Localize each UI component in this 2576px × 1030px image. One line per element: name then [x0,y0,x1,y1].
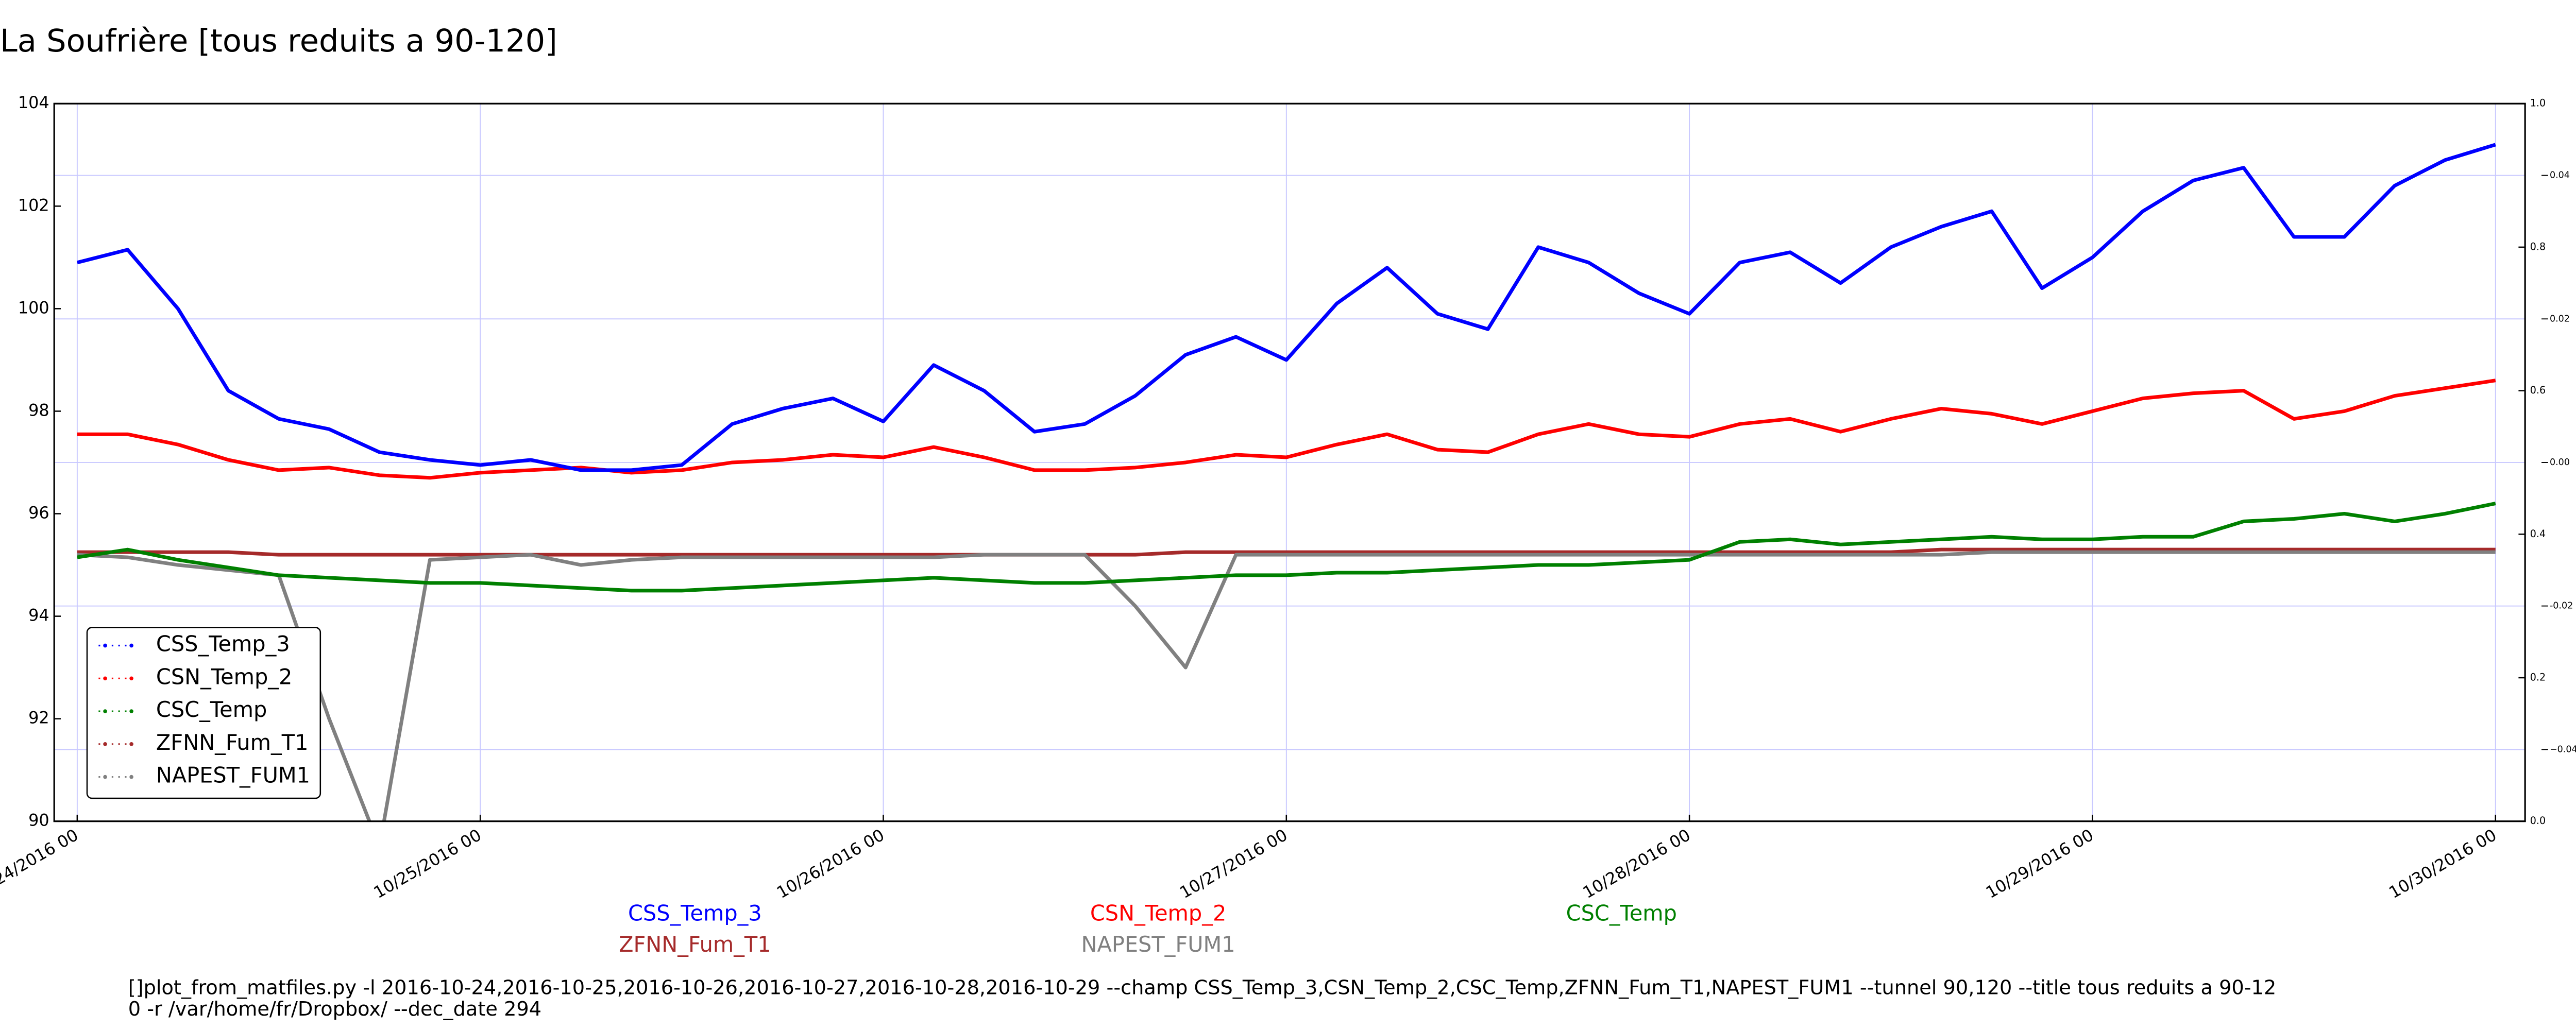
x-tick-label: 10/29/2016 00 [1982,825,2097,902]
legend-label: ZFNN_Fum_T1 [156,730,309,755]
series-label: CSN_Temp_2 [1090,901,1226,925]
legend-marker [103,775,107,779]
y2-tick-label: 1.0 [2530,97,2546,109]
y2-tick-label: 0.0 [2530,815,2546,827]
y3-tick-label: 0.00 [2550,457,2570,468]
series-line [77,547,2496,557]
y2-tick-label: 0.2 [2530,672,2546,683]
plot-frame [53,102,2526,822]
grid [54,104,2526,821]
x-tick-label: 10/30/2016 00 [2385,825,2500,902]
legend-label: NAPEST_FUM1 [156,763,310,788]
series-label: NAPEST_FUM1 [1081,932,1235,957]
y2-tick-label: 0.8 [2530,241,2546,252]
legend-marker [103,742,107,746]
y-tick-label: 102 [18,195,49,215]
y2-tick-label: 0.4 [2530,528,2546,540]
legend-marker [103,643,107,648]
series-line [77,502,2496,593]
series-line [77,550,2496,821]
legend-box [86,627,321,799]
y-tick-label: 104 [18,93,49,112]
series-line [77,143,2496,472]
y3-tick-label: 0.02 [2550,314,2570,324]
y3-tick-label: −0.04 [2550,744,2576,754]
x-tick-label: 10/26/2016 00 [773,825,888,902]
y-tick-label: 98 [28,400,49,420]
legend-label: CSS_Temp_3 [156,632,290,657]
y3-tick-label: -0.02 [2550,601,2573,611]
x-tick-label: 10/25/2016 00 [370,825,485,902]
legend-marker [129,742,133,746]
command-line: 0 -r /var/home/fr/Dropbox/ --dec_date 29… [128,998,541,1021]
legend-label: CSC_Temp [156,697,267,722]
y-tick-label: 92 [28,708,49,728]
axes: 10/24/2016 00 10/25/2016 00 10/26/2016 00 1… [0,93,2576,902]
y-tick-label: 94 [28,606,49,625]
x-tick-label: 10/28/2016 00 [1580,825,1694,902]
y-tick-label: 96 [28,503,49,522]
y-tick-label: 90 [28,811,49,830]
legend-marker [129,643,133,648]
y2-tick-label: 0.6 [2530,384,2546,396]
series-label: ZFNN_Fum_T1 [619,932,771,957]
legend-marker [129,676,133,681]
legend-marker [129,709,133,713]
legend-label: CSN_Temp_2 [156,664,292,689]
y-tick-label: 100 [18,298,49,317]
series-label: CSS_Temp_3 [628,901,762,925]
x-tick-label: 10/24/2016 00 [0,825,81,902]
legend-marker [103,709,107,713]
y3-tick-label: 0.04 [2550,170,2570,181]
legend: CSS_Temp_3 CSN_Temp_2 CSC_Temp ZFNN_Fum_T1 N… [86,627,321,799]
x-tick-label: 10/27/2016 00 [1176,825,1291,902]
plot-area [77,143,2496,821]
series-line [77,379,2496,480]
command-line: []plot_from_matfiles.py -l 2016-10-24,20… [128,976,2277,999]
legend-marker [103,676,107,681]
series-label: CSC_Temp [1566,901,1677,925]
chart-title: La Soufrière [tous reduits a 90-120] [0,23,557,59]
legend-marker [129,775,133,779]
